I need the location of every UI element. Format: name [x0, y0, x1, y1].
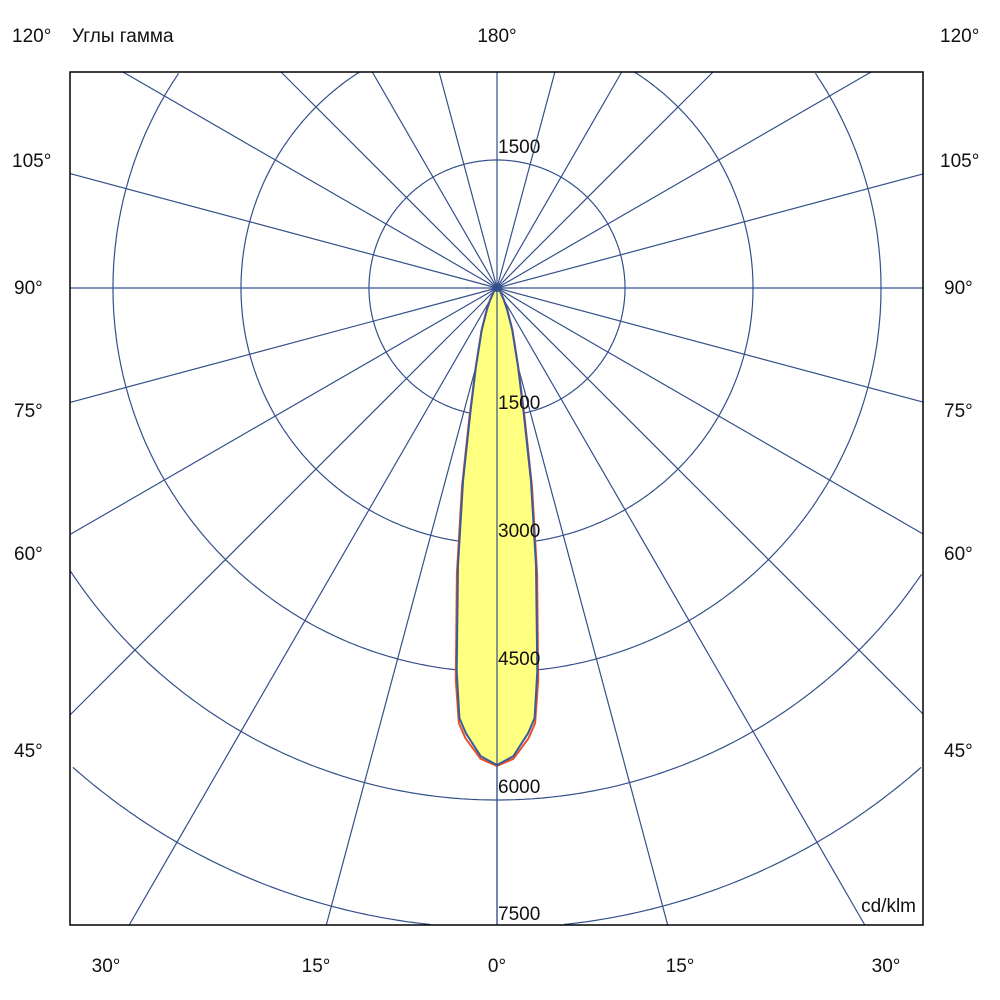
- left-angle-label: 60°: [14, 544, 43, 565]
- bottom-angle-label: 0°: [488, 956, 506, 977]
- corner-label-right: 120°: [940, 26, 979, 47]
- grid-radial-line: [496, 71, 872, 289]
- bottom-angle-label: 15°: [666, 956, 695, 977]
- right-angle-label: 105°: [940, 151, 979, 172]
- grid-radial-line: [438, 71, 498, 289]
- bottom-angle-label: 30°: [92, 956, 121, 977]
- left-angle-label: 75°: [14, 401, 43, 422]
- intensity-curves: [454, 284, 540, 925]
- grid-radial-line: [69, 173, 498, 289]
- right-angle-label: 75°: [944, 401, 973, 422]
- plot-frame: [69, 71, 924, 926]
- grid-radial-line: [496, 287, 924, 535]
- grid-radial-line: [69, 287, 498, 536]
- radial-tick-label-top: 1500: [498, 137, 540, 158]
- grid-radial-line: [496, 287, 669, 926]
- top-angle-label: 180°: [477, 26, 516, 47]
- grid-radial-line: [496, 287, 924, 715]
- radial-tick-label: 3000: [498, 521, 540, 542]
- radial-tick-label: 4500: [498, 649, 540, 670]
- left-angle-label: 45°: [14, 741, 43, 762]
- grid-radial-line: [371, 71, 498, 289]
- grid-radial-line: [69, 287, 498, 403]
- center-point: [493, 284, 501, 292]
- grid-radial-line: [325, 287, 498, 926]
- right-angle-label: 60°: [944, 544, 973, 565]
- axis-title: Углы гамма: [72, 26, 174, 47]
- grid-radial-line: [496, 287, 924, 403]
- grid-circle: [72, 766, 922, 926]
- radial-tick-label: 7500: [498, 904, 540, 925]
- grid-circle: [240, 71, 754, 545]
- grid-radial-line: [128, 287, 498, 926]
- grid-radial-line: [122, 71, 498, 289]
- left-angle-label: 90°: [14, 278, 43, 299]
- corner-label-left: 120°: [12, 26, 51, 47]
- polar-grid: [69, 71, 924, 926]
- radial-tick-label: 1500: [498, 393, 540, 414]
- grid-radial-line: [496, 173, 924, 289]
- grid-radial-line: [496, 287, 866, 926]
- grid-circle: [69, 570, 922, 801]
- grid-radial-line: [496, 71, 556, 289]
- bottom-angle-label: 30°: [872, 956, 901, 977]
- grid-radial-line: [69, 287, 498, 716]
- bottom-angle-label: 15°: [302, 956, 331, 977]
- grid-radial-line: [496, 71, 623, 289]
- grid-radial-line: [280, 71, 498, 289]
- right-angle-label: 45°: [944, 741, 973, 762]
- grid-circle: [112, 72, 882, 673]
- left-angle-label: 105°: [12, 151, 51, 172]
- grid-radial-line: [496, 71, 714, 289]
- right-angle-label: 90°: [944, 278, 973, 299]
- radial-tick-label: 6000: [498, 777, 540, 798]
- unit-label: cd/klm: [861, 896, 916, 917]
